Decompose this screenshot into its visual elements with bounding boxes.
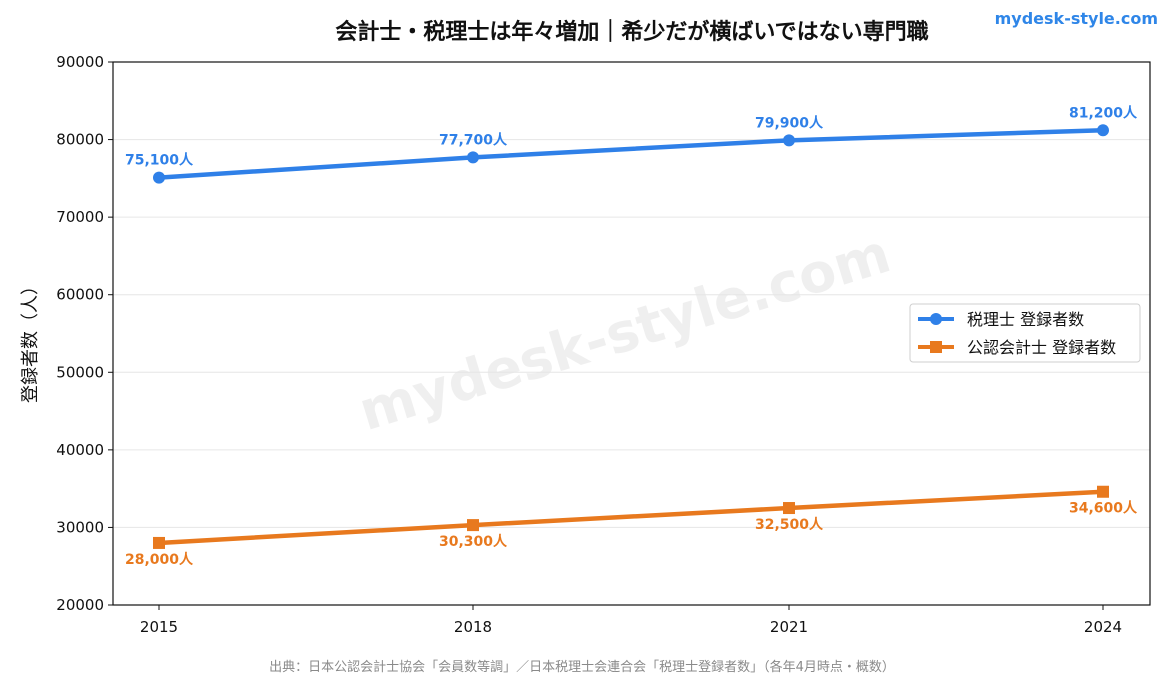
legend-marker [930,313,942,325]
brand-link[interactable]: mydesk-style.com [995,9,1158,28]
series-layer [153,124,1109,549]
axes: 20000 30000 40000 50000 60000 70000 80000 90000… [56,53,1151,636]
data-point [467,519,479,532]
data-label: 34,600人 [1069,500,1138,517]
x-tick-label: 2018 [454,618,492,636]
data-point [153,536,165,549]
data-label: 81,200人 [1069,104,1138,121]
data-point [1097,124,1109,137]
data-label: 77,700人 [439,131,508,148]
y-tick-label: 30000 [56,518,104,536]
y-tick-label: 20000 [56,596,104,614]
legend-box [909,303,1141,363]
data-point [783,502,795,515]
legend-label: 税理士 登録者数 [967,310,1084,329]
y-tick-label: 90000 [56,53,104,71]
data-label: 28,000人 [125,551,194,568]
legend-label: 公認会計士 登録者数 [967,338,1116,357]
source-note: 出典：日本公認会計士協会「会員数等調」／日本税理士会連合会「税理士登録者数」（各… [269,659,895,675]
data-label: 79,900人 [755,114,824,131]
data-point [1097,485,1109,498]
x-tick-label: 2015 [140,618,178,636]
plot-frame [112,61,1151,606]
y-tick-label: 40000 [56,441,104,459]
data-point [783,134,795,147]
series-line [156,128,1106,180]
y-tick-label: 70000 [56,208,104,226]
x-tick-label: 2024 [1084,618,1122,636]
series-kaikeishi [153,485,1109,549]
y-tick-label: 60000 [56,286,104,304]
chart-title: 会計士・税理士は年々増加｜希少だが横ばいではない専門職 [335,19,928,45]
series-zeirishi [153,124,1109,184]
series-line [156,489,1106,546]
y-tick-label: 50000 [56,363,104,381]
data-label: 30,300人 [439,533,508,550]
watermark: mydesk-style.com [352,222,898,443]
y-tick-label: 80000 [56,131,104,149]
y-axis-label: 登録者数（人） [20,277,41,403]
x-tick-label: 2021 [770,618,808,636]
legend-marker [930,341,942,353]
grid-lines [113,139,1150,528]
data-label: 75,100人 [125,152,194,169]
data-point [467,151,479,164]
data-label: 32,500人 [755,516,824,533]
data-labels: 75,100人 77,700人 79,900人 81,200人 28,000人 30,30… [125,104,1138,568]
data-point [153,171,165,184]
